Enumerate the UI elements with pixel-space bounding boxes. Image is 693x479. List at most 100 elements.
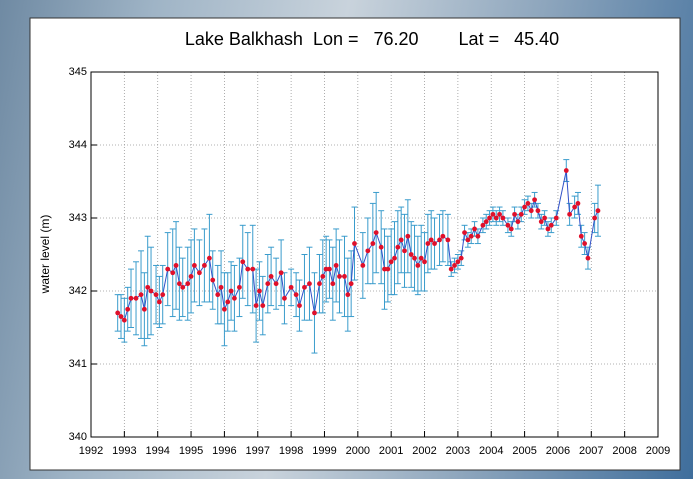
data-point <box>225 300 230 305</box>
data-point <box>174 263 179 268</box>
data-point <box>409 252 414 257</box>
data-point <box>337 274 342 279</box>
data-point <box>115 311 120 316</box>
data-point <box>180 285 185 290</box>
data-point <box>320 274 325 279</box>
data-point <box>289 285 294 290</box>
data-point <box>579 234 584 239</box>
data-point <box>529 208 534 213</box>
x-tick-label: 2001 <box>379 445 403 457</box>
data-point <box>440 234 445 239</box>
x-tick-label: 1996 <box>212 445 236 457</box>
data-point <box>245 267 250 272</box>
data-point <box>257 289 262 294</box>
data-point <box>260 303 265 308</box>
data-point <box>352 241 357 246</box>
x-tick-label: 2007 <box>579 445 603 457</box>
y-tick-label: 342 <box>69 285 87 297</box>
data-point <box>542 216 547 221</box>
data-point <box>222 307 227 312</box>
data-point <box>395 245 400 250</box>
data-point <box>282 296 287 301</box>
data-point <box>422 259 427 264</box>
x-tick-label: 1992 <box>79 445 103 457</box>
data-point <box>536 208 541 213</box>
y-tick-label: 341 <box>69 358 87 370</box>
y-tick-label: 345 <box>69 66 87 78</box>
data-point <box>345 292 350 297</box>
data-point <box>472 227 477 232</box>
data-point <box>349 281 354 286</box>
data-point <box>462 230 467 235</box>
data-point <box>564 168 569 173</box>
y-axis-label: water level (m) <box>38 215 52 295</box>
data-point <box>370 241 375 246</box>
data-point <box>122 318 127 323</box>
data-point <box>160 292 165 297</box>
y-tick-label: 343 <box>69 212 87 224</box>
data-point <box>274 281 279 286</box>
data-point <box>269 274 274 279</box>
data-point <box>185 281 190 286</box>
data-point <box>157 300 162 305</box>
data-point <box>317 281 322 286</box>
data-point <box>484 219 489 224</box>
data-point <box>459 256 464 261</box>
data-point <box>506 223 511 228</box>
y-tick-label: 340 <box>69 431 87 443</box>
data-point <box>549 223 554 228</box>
data-point <box>142 307 147 312</box>
data-point <box>437 238 442 243</box>
data-point <box>512 212 517 217</box>
data-point <box>392 256 397 261</box>
data-point <box>254 303 259 308</box>
data-point <box>145 285 150 290</box>
data-point <box>334 263 339 268</box>
data-point <box>509 227 514 232</box>
data-point <box>374 230 379 235</box>
data-point <box>307 281 312 286</box>
data-point <box>210 278 215 283</box>
chart: Lake Balkhash Lon = 76.20 Lat = 45.40 wa… <box>0 0 693 479</box>
data-point <box>139 292 144 297</box>
data-point <box>572 205 577 210</box>
data-point <box>399 238 404 243</box>
data-point <box>177 281 182 286</box>
data-point <box>480 223 485 228</box>
y-tick-label: 344 <box>69 139 87 151</box>
data-point <box>596 208 601 213</box>
data-point <box>452 263 457 268</box>
data-point <box>134 296 139 301</box>
data-point <box>170 270 175 275</box>
data-point <box>154 292 159 297</box>
data-point <box>165 267 170 272</box>
data-point <box>469 234 474 239</box>
x-tick-label: 2004 <box>479 445 503 457</box>
data-point <box>415 263 420 268</box>
data-point <box>330 281 335 286</box>
data-point <box>586 256 591 261</box>
data-point <box>219 285 224 290</box>
x-tick-label: 1993 <box>112 445 136 457</box>
x-tick-label: 1998 <box>279 445 303 457</box>
x-tick-label: 1997 <box>246 445 270 457</box>
data-point <box>129 296 134 301</box>
data-point <box>455 259 460 264</box>
data-point <box>385 267 390 272</box>
data-point <box>389 259 394 264</box>
data-point <box>125 307 130 312</box>
data-point <box>576 201 581 206</box>
data-point <box>546 227 551 232</box>
data-point <box>465 238 470 243</box>
data-point <box>312 311 317 316</box>
data-point <box>215 292 220 297</box>
data-point <box>519 212 524 217</box>
data-point <box>119 314 124 319</box>
data-point <box>487 216 492 221</box>
data-point <box>207 256 212 261</box>
data-point <box>365 248 370 253</box>
data-point <box>240 259 245 264</box>
x-tick-label: 2008 <box>612 445 636 457</box>
data-point <box>202 263 207 268</box>
x-tick-label: 2005 <box>512 445 536 457</box>
